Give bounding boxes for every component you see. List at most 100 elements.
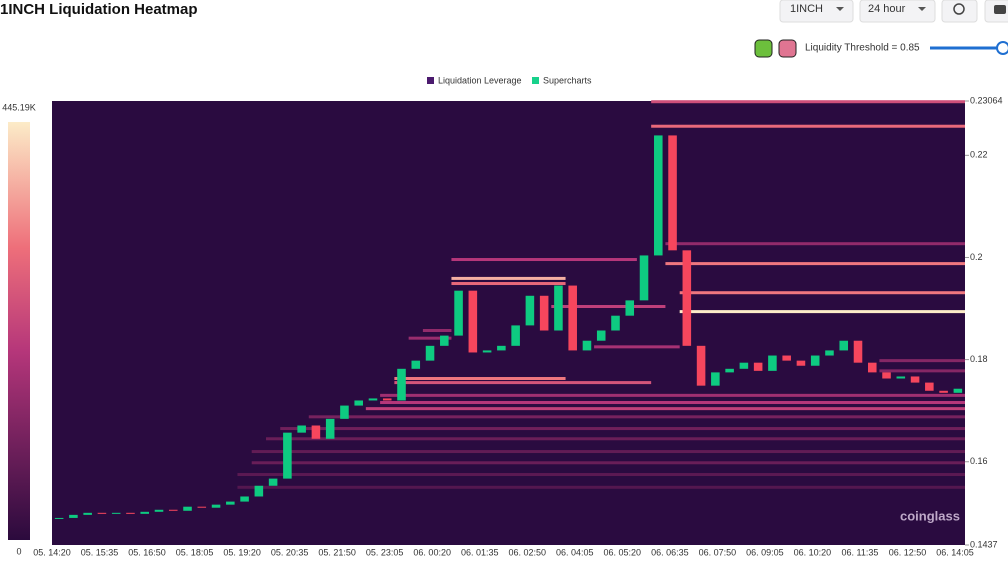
x-tick-label: 06. 11:35 <box>842 547 879 557</box>
symbol-select[interactable] <box>779 0 854 23</box>
color-toggle[interactable] <box>754 39 773 58</box>
candle <box>725 368 734 373</box>
colorbar-tick-label: 0 <box>16 546 21 556</box>
candle <box>925 382 934 391</box>
plot-background <box>52 101 965 545</box>
candle <box>183 506 192 511</box>
refresh-icon <box>953 3 965 15</box>
candle <box>568 285 577 351</box>
liquidation-level <box>551 305 666 309</box>
slider-knob[interactable] <box>996 41 1008 55</box>
candle <box>668 135 677 251</box>
liquidation-level <box>237 485 965 489</box>
liquidation-level <box>394 377 566 381</box>
range-select[interactable] <box>859 0 936 23</box>
candle <box>69 514 78 518</box>
x-tick-label: 05. 16:50 <box>128 547 166 557</box>
liquidation-level <box>651 100 965 104</box>
candle <box>682 250 692 346</box>
x-tick-label: 06. 04:05 <box>556 547 594 557</box>
candle <box>382 398 392 401</box>
candle <box>853 340 863 363</box>
x-tick-label: 06. 01:35 <box>461 547 499 557</box>
candle <box>654 135 663 256</box>
y-tick-label: 0.16 <box>970 456 988 466</box>
x-tick-label: 05. 14:20 <box>33 547 71 557</box>
x-tick-label: 06. 10:20 <box>794 547 832 557</box>
candle <box>867 362 877 373</box>
x-tick-label: 06. 12:50 <box>889 547 927 557</box>
legend-label: Supercharts <box>543 75 592 85</box>
candle <box>739 362 749 369</box>
range-label: 24 hour <box>868 3 906 15</box>
camera-icon <box>994 5 1006 14</box>
candle <box>596 330 606 341</box>
liquidation-level <box>451 258 637 262</box>
liquidation-level <box>380 393 965 397</box>
candle <box>482 350 492 353</box>
candle <box>454 290 463 336</box>
candle <box>953 388 963 393</box>
liquidation-level <box>308 415 965 419</box>
y-tick-label: 0.22 <box>970 150 988 160</box>
candle <box>711 372 720 386</box>
colorbar <box>8 122 30 540</box>
liquidation-level <box>251 450 965 454</box>
liquidation-level <box>394 381 652 385</box>
y-tick-label: 0.2 <box>970 252 983 262</box>
candle <box>368 398 378 401</box>
x-tick-label: 05. 15:35 <box>81 547 119 557</box>
x-tick-label: 06. 09:05 <box>746 547 784 557</box>
liquidation-level <box>679 310 965 314</box>
candle <box>582 340 592 351</box>
candle <box>168 509 178 511</box>
liquidation-level <box>665 262 965 266</box>
page-title: 1INCH Liquidation Heatmap <box>0 1 198 18</box>
x-tick-label: 05. 19:20 <box>223 547 261 557</box>
candle <box>810 355 820 366</box>
candle <box>311 425 321 439</box>
liquidation-level <box>408 336 452 340</box>
candle <box>768 355 777 371</box>
candle <box>226 501 235 505</box>
candle <box>283 432 292 479</box>
candle <box>825 350 834 356</box>
candle <box>111 512 121 514</box>
candle <box>554 285 563 331</box>
refresh-button[interactable] <box>941 0 978 23</box>
y-tick-label: 0.1437 <box>970 539 998 549</box>
candle <box>440 335 449 346</box>
liquidation-level <box>879 369 965 373</box>
y-tick-label: 0.23064 <box>970 95 1003 105</box>
candle <box>611 315 620 331</box>
candle <box>525 295 535 326</box>
candle <box>425 345 435 361</box>
x-tick-label: 06. 14:05 <box>936 547 974 557</box>
candle <box>625 300 635 316</box>
candle <box>497 345 506 351</box>
color-toggle[interactable] <box>778 39 797 58</box>
candle <box>154 509 164 512</box>
liquidation-level <box>594 345 680 349</box>
candle <box>796 360 806 366</box>
x-tick-label: 06. 07:50 <box>699 547 737 557</box>
liquidation-level <box>422 329 452 333</box>
candle <box>340 405 349 419</box>
candle <box>696 345 706 386</box>
candle <box>354 400 363 406</box>
x-tick-label: 06. 02:50 <box>508 547 546 557</box>
liquidation-level <box>879 359 965 363</box>
candle <box>140 511 150 514</box>
threshold-label: Liquidity Threshold = 0.85 <box>805 43 920 54</box>
candle <box>83 512 92 515</box>
liquidation-level <box>365 407 965 411</box>
candle <box>411 360 421 369</box>
liquidation-level <box>237 473 965 477</box>
candle <box>839 340 849 351</box>
liquidation-level <box>380 401 965 405</box>
candle <box>896 376 906 379</box>
candle <box>197 506 207 508</box>
liquidation-level <box>265 437 965 441</box>
candle <box>910 376 920 383</box>
